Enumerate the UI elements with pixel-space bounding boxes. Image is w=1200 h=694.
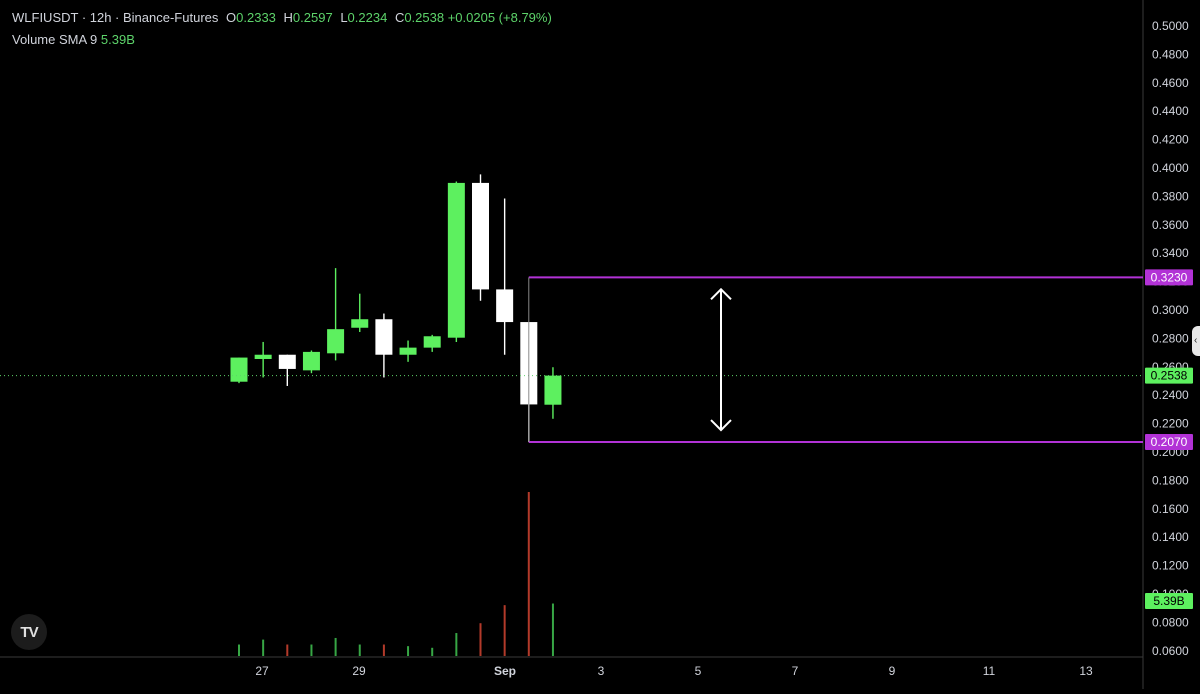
y-tick-label: 0.3600 <box>1152 218 1189 232</box>
candle-body <box>375 319 393 355</box>
measure-arrow-head-top <box>710 287 732 301</box>
y-tick-label: 0.1400 <box>1152 530 1189 544</box>
y-tick-label: 0.2200 <box>1152 417 1189 431</box>
y-tick-label: 0.1800 <box>1152 473 1189 487</box>
current-price-badge: 0.2538 <box>1151 369 1188 383</box>
close-value: 0.2538 <box>404 10 445 25</box>
range-bottom-price-badge-bg <box>1145 434 1193 451</box>
chart-legend: WLFIUSDT · 12h · Binance-Futures O0.2333… <box>12 9 552 53</box>
y-tick-label: 0.4800 <box>1152 47 1189 61</box>
close-label: C <box>394 10 405 25</box>
y-tick-label: 0.2800 <box>1152 331 1189 345</box>
measure-arrow-head-bottom <box>710 419 732 432</box>
x-tick-label: 5 <box>695 664 702 678</box>
y-tick-label: 0.3400 <box>1152 246 1189 260</box>
volume-value: 5.39B <box>100 32 135 47</box>
y-tick-label: 0.3000 <box>1152 303 1189 317</box>
volume-label[interactable]: Volume SMA 9 <box>12 32 98 47</box>
y-tick-label: 0.5000 <box>1152 19 1189 33</box>
candle-body <box>302 351 320 371</box>
range-top-price-badge: 0.3230 <box>1151 270 1188 284</box>
y-tick-label: 0.4000 <box>1152 161 1189 175</box>
symbol-info[interactable]: WLFIUSDT · 12h · Binance-Futures <box>12 10 219 25</box>
candle-body <box>278 354 296 369</box>
current-volume-badge: 5.39B <box>1153 594 1184 608</box>
change-value: +0.0205 (+8.79%) <box>447 10 552 25</box>
candle-body <box>423 336 441 348</box>
y-tick-label: 0.4600 <box>1152 76 1189 90</box>
y-tick-label: 0.4200 <box>1152 133 1189 147</box>
x-tick-label: 3 <box>598 664 605 678</box>
candle-body <box>544 375 562 405</box>
x-tick-label: 11 <box>983 664 996 678</box>
low-value: 0.2234 <box>347 10 388 25</box>
low-label: L <box>340 10 348 25</box>
open-value: 0.2333 <box>236 10 276 25</box>
tradingview-logo-icon[interactable]: TV <box>11 614 47 650</box>
y-tick-label: 0.3800 <box>1152 189 1189 203</box>
volume-legend-row: Volume SMA 9 5.39B <box>12 31 552 53</box>
candle-body <box>447 182 465 338</box>
x-tick-label: 7 <box>792 664 799 678</box>
high-label: H <box>283 10 293 25</box>
y-tick-label: 0.1200 <box>1152 559 1189 573</box>
candle-body <box>399 347 417 355</box>
candle-body <box>230 357 248 382</box>
y-tick-label: 0.0800 <box>1152 615 1189 629</box>
candle-body <box>254 354 272 359</box>
x-tick-label: 27 <box>255 664 269 678</box>
y-tick-label: 0.2400 <box>1152 388 1189 402</box>
y-tick-label: 0.1600 <box>1152 502 1189 516</box>
current-price-badge-bg <box>1145 367 1193 384</box>
y-tick-label: 0.4400 <box>1152 104 1189 118</box>
open-label: O <box>226 10 237 25</box>
x-tick-label: 13 <box>1079 664 1093 678</box>
collapse-panel-icon[interactable]: ‹ <box>1192 326 1200 356</box>
x-tick-label: Sep <box>494 664 516 678</box>
y-tick-label: 0.0600 <box>1152 644 1189 658</box>
current-volume-badge-bg <box>1145 593 1193 609</box>
candle-body <box>351 319 369 328</box>
range-top-price-badge-bg <box>1145 269 1193 286</box>
candle-body <box>496 289 514 323</box>
symbol-ohlc-row: WLFIUSDT · 12h · Binance-Futures O0.2333… <box>12 9 552 31</box>
high-value: 0.2597 <box>292 10 333 25</box>
candle-body <box>472 182 489 290</box>
candle-body <box>327 329 345 354</box>
x-tick-label: 9 <box>889 664 896 678</box>
range-bottom-price-badge: 0.2070 <box>1151 435 1188 449</box>
x-tick-label: 29 <box>352 664 366 678</box>
